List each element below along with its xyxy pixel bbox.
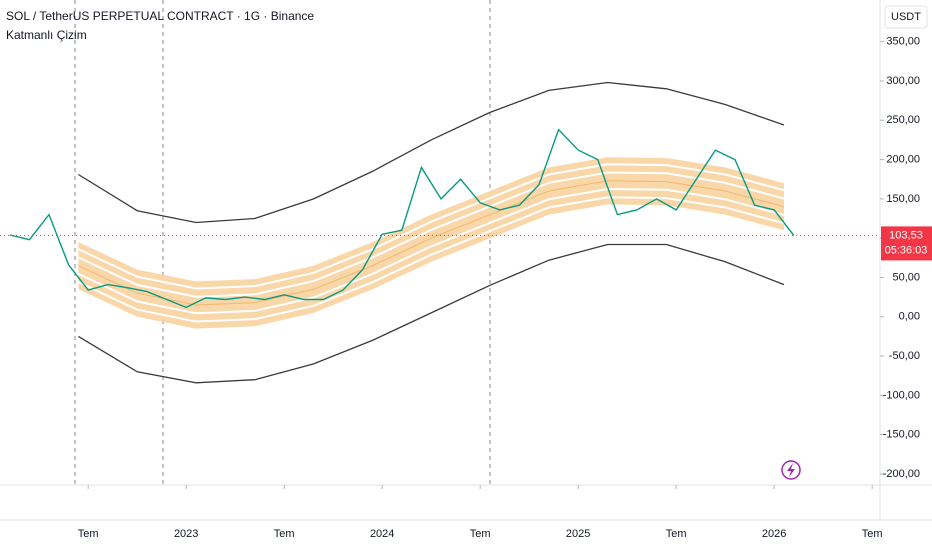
last-price-label: 103,53: [889, 229, 923, 241]
x-tick-label: Tem: [666, 528, 687, 540]
x-tick-label: Tem: [862, 528, 883, 540]
y-tick-label: 50,00: [892, 271, 920, 283]
y-tick-label: -50,00: [889, 350, 920, 362]
band-divider: [77, 196, 785, 323]
x-tick-label: Tem: [470, 528, 491, 540]
indicator-name: Katmanlı Çizim: [6, 28, 87, 42]
y-tick-label: -150,00: [883, 429, 920, 441]
last-price-box: [881, 226, 932, 261]
x-tick-label: Tem: [274, 528, 295, 540]
band-divider: [77, 171, 785, 298]
y-tick-label: 350,00: [886, 36, 920, 48]
y-tick-label: 250,00: [886, 114, 920, 126]
x-tick-label: Tem: [78, 528, 99, 540]
series-line: [9, 128, 795, 309]
currency-box[interactable]: [884, 5, 928, 29]
series-line: [78, 243, 785, 384]
y-tick-label: 200,00: [886, 153, 920, 165]
x-tick-label: 2023: [174, 528, 198, 540]
x-tick-label: 2024: [370, 528, 394, 540]
y-tick-label: 300,00: [886, 75, 920, 87]
currency: USDT: [891, 11, 921, 23]
y-tick-label: -200,00: [883, 468, 920, 480]
icon-bolt: [787, 463, 795, 477]
x-tick-label: 2025: [566, 528, 590, 540]
y-tick-label: -100,00: [883, 389, 920, 401]
y-tick-label: 0,00: [899, 311, 920, 323]
band-divider: [77, 163, 785, 290]
y-tick-label: 150,00: [886, 193, 920, 205]
countdown: 05:36:03: [885, 244, 928, 256]
band-center: [78, 180, 785, 306]
chart-title: SOL / TetherUS PERPETUAL CONTRACT · 1G ·…: [6, 9, 314, 23]
lightning-icon[interactable]: [781, 460, 801, 480]
series-line: [78, 81, 785, 224]
x-tick-label: 2026: [762, 528, 786, 540]
band-divider: [77, 187, 785, 315]
